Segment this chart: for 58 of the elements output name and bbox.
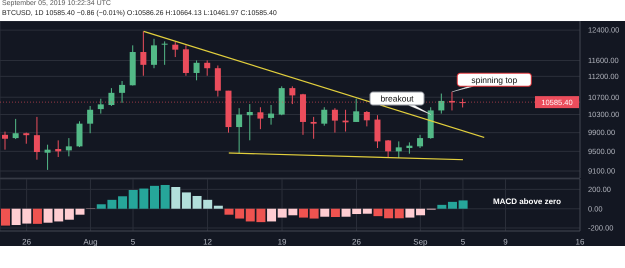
candlestick (448, 91, 455, 111)
bar (288, 208, 298, 216)
bar (32, 208, 42, 224)
candlestick (194, 60, 200, 81)
candlestick (98, 98, 104, 114)
x-tick-label: 26 (352, 238, 362, 247)
candlestick (172, 42, 178, 58)
candlestick (364, 110, 370, 127)
candlestick (342, 109, 349, 132)
bar (330, 208, 340, 218)
candlestick (236, 108, 242, 154)
candlestick (289, 86, 296, 105)
x-tick-label: 16 (576, 238, 585, 247)
candlestick (76, 120, 82, 148)
bar (394, 208, 404, 218)
bar (22, 208, 32, 224)
candlestick (66, 138, 72, 157)
candlestick (374, 114, 380, 149)
candlestick (34, 116, 40, 160)
x-tick-label: Aug (83, 238, 98, 247)
candlestick (108, 88, 114, 106)
candlestick (12, 118, 19, 140)
candlestick (150, 38, 157, 69)
bar (12, 208, 21, 226)
bar (362, 208, 372, 214)
candlestick (406, 142, 412, 154)
candlestick (321, 106, 328, 126)
x-tick-label: 9 (503, 238, 508, 247)
candlestick (140, 30, 146, 76)
candlestick (214, 64, 221, 97)
candlestick (87, 105, 94, 134)
candlestick (119, 80, 126, 104)
x-tick-label: 5 (460, 238, 466, 247)
x-tick-label: 12 (203, 238, 213, 247)
candlestick (204, 60, 210, 76)
candlestick (55, 140, 62, 158)
candlestick (44, 144, 51, 170)
candlestick (257, 106, 264, 130)
candlestick (182, 44, 189, 76)
candlestick (353, 98, 360, 122)
candlestick (417, 134, 424, 149)
bar (214, 206, 223, 209)
x-tick-label: 19 (278, 238, 288, 247)
candlestick (396, 140, 402, 159)
candlestick (332, 108, 338, 134)
bar (320, 208, 330, 217)
x-tick-label: 26 (22, 238, 32, 247)
candlestick (162, 40, 168, 66)
bar (1, 208, 10, 226)
candlestick (385, 140, 392, 159)
annotation: MACD above zero (493, 197, 562, 206)
candlestick (246, 104, 253, 141)
candlestick (23, 132, 30, 144)
candlestick (268, 104, 274, 126)
x-tick-label: 5 (130, 238, 136, 247)
candlestick (460, 98, 466, 108)
candlestick (438, 93, 444, 114)
x-tick-label: Sep (413, 238, 428, 247)
